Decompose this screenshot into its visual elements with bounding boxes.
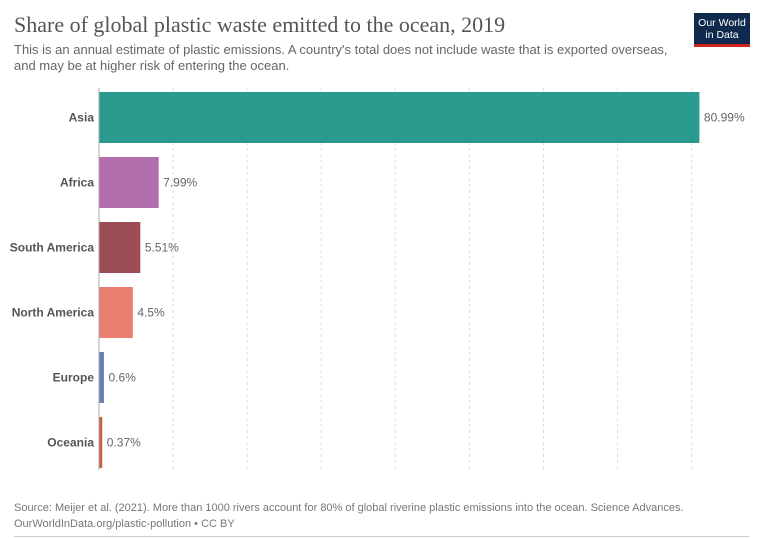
value-label: 5.51%	[145, 241, 179, 255]
value-label: 4.5%	[137, 306, 165, 320]
owid-logo[interactable]: Our World in Data	[694, 13, 750, 47]
source-url[interactable]: OurWorldInData.org/plastic-pollution • C…	[14, 518, 235, 530]
value-label: 0.6%	[108, 371, 136, 385]
footer-divider	[14, 536, 749, 537]
category-label: North America	[12, 306, 95, 320]
chart-title: Share of global plastic waste emitted to…	[14, 12, 506, 37]
bar-north-america[interactable]	[99, 287, 133, 338]
bar-chart: Asia 80.99% Africa 7.99% South America 5.51% N…	[10, 88, 745, 470]
category-label: Africa	[60, 176, 94, 190]
bar-asia[interactable]	[99, 92, 700, 143]
value-label: 0.37%	[107, 436, 141, 450]
category-label: South America	[10, 241, 95, 255]
logo-line-2: in Data	[705, 28, 739, 41]
chart-footer: Source: Meijer et al. (2021). More than …	[14, 500, 684, 532]
category-label: Asia	[69, 111, 95, 125]
category-label: Europe	[53, 371, 95, 385]
source-note: Source: Meijer et al. (2021). More than …	[14, 502, 684, 514]
bar-europe[interactable]	[99, 352, 104, 403]
bar-africa[interactable]	[99, 157, 159, 208]
logo-line-1: Our World	[698, 16, 746, 29]
chart-subtitle: This is an annual estimate of plastic em…	[14, 42, 668, 73]
category-label: Oceania	[47, 436, 94, 450]
bar-oceania[interactable]	[99, 417, 103, 468]
value-label: 80.99%	[704, 111, 745, 125]
bar-south-america[interactable]	[99, 222, 141, 273]
value-label: 7.99%	[163, 176, 197, 190]
